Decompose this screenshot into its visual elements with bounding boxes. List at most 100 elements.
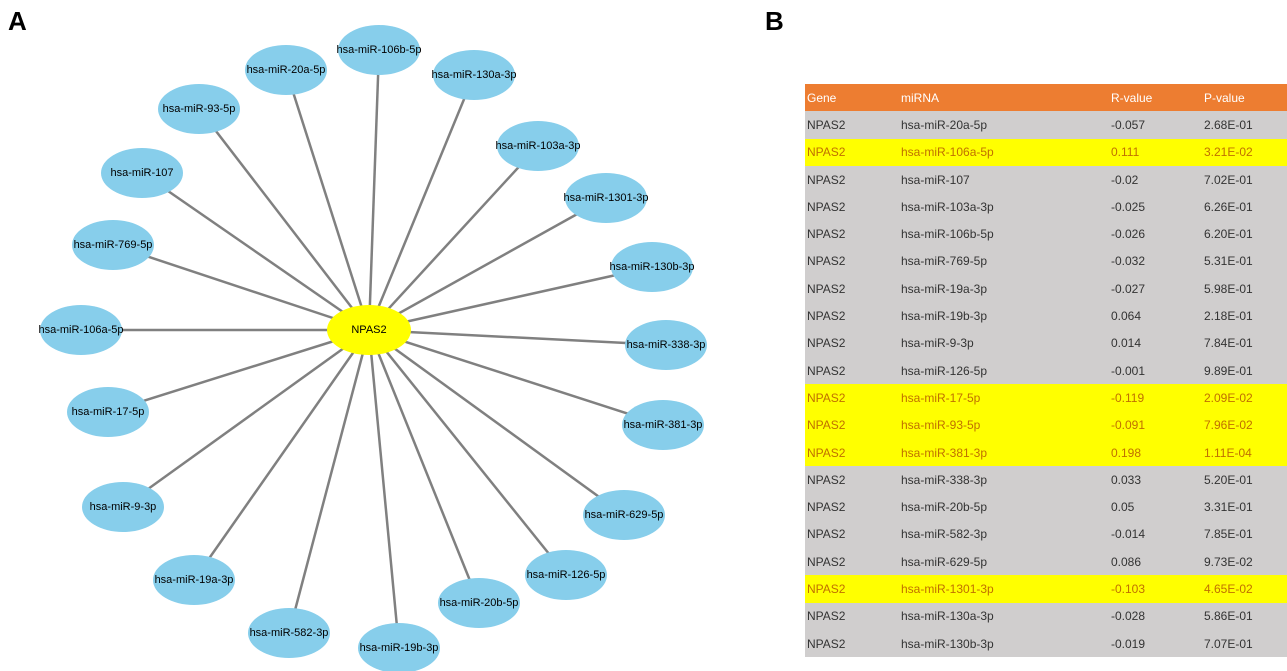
table-row: NPAS2 hsa-miR-9-3p 0.014 7.84E-01 [805, 329, 1287, 357]
mirna-label: hsa-miR-19b-3p [360, 642, 439, 654]
table-cell: NPAS2 [805, 247, 899, 276]
mirna-label: hsa-miR-20a-5p [247, 64, 326, 76]
table-cell: -0.027 [1109, 275, 1202, 303]
table-row: NPAS2 hsa-miR-93-5p -0.091 7.96E-02 [805, 411, 1287, 439]
mirna-label: hsa-miR-107 [111, 167, 174, 179]
table-cell: 5.31E-01 [1202, 247, 1287, 276]
table-cell: hsa-miR-19a-3p [899, 275, 1109, 303]
table-row: NPAS2 hsa-miR-106a-5p 0.111 3.21E-02 [805, 138, 1287, 166]
table-cell: NPAS2 [805, 548, 899, 576]
panel-label: B [765, 6, 784, 36]
edge [367, 49, 381, 331]
table-row: NPAS2 hsa-miR-103a-3p -0.025 6.26E-01 [805, 193, 1287, 221]
mirna-node [67, 387, 149, 437]
table-row: NPAS2 hsa-miR-19a-3p -0.027 5.98E-01 [805, 275, 1287, 303]
mirna-node [625, 320, 707, 370]
table-cell: 4.65E-02 [1202, 575, 1287, 603]
table-cell: -0.057 [1109, 111, 1202, 139]
mirna-node [153, 555, 235, 605]
table-cell: -0.103 [1109, 575, 1202, 603]
edge [107, 328, 370, 414]
edge [192, 329, 371, 581]
table-cell: NPAS2 [805, 384, 899, 412]
table-cell: NPAS2 [805, 602, 899, 630]
table-cell: 7.85E-01 [1202, 520, 1287, 549]
table-row: NPAS2 hsa-miR-629-5p 0.086 9.73E-02 [805, 548, 1287, 576]
table-cell: -0.019 [1109, 629, 1202, 658]
mirna-label: hsa-miR-106b-5p [337, 44, 422, 56]
mirna-node [40, 305, 122, 355]
table-cell: NPAS2 [805, 329, 899, 357]
table-cell: NPAS2 [805, 575, 899, 603]
table-row: NPAS2 hsa-miR-130b-3p -0.019 7.07E-01 [805, 629, 1287, 658]
table-cell: hsa-miR-1301-3p [899, 575, 1109, 603]
mirna-node [82, 482, 164, 532]
gene-node [327, 305, 411, 355]
table-cell: NPAS2 [805, 466, 899, 494]
mirna-label: hsa-miR-582-3p [250, 627, 329, 639]
mirna-label: hsa-miR-17-5p [72, 406, 145, 418]
table-cell: hsa-miR-381-3p [899, 438, 1109, 467]
table-cell: NPAS2 [805, 220, 899, 248]
table-row: NPAS2 hsa-miR-1301-3p -0.103 4.65E-02 [805, 575, 1287, 603]
mirna-label: hsa-miR-126-5p [527, 569, 606, 581]
table-cell: -0.02 [1109, 165, 1202, 194]
table-cell: 1.11E-04 [1202, 438, 1287, 467]
table-cell: hsa-miR-130b-3p [899, 629, 1109, 658]
table-cell: 0.05 [1109, 493, 1202, 521]
mirna-label: hsa-miR-1301-3p [564, 192, 649, 204]
edge [284, 69, 371, 331]
mirna-label: hsa-miR-629-5p [585, 509, 664, 521]
table-cell: NPAS2 [805, 493, 899, 521]
table-cell: 5.86E-01 [1202, 602, 1287, 630]
table-cell: NPAS2 [805, 356, 899, 385]
mirna-label: hsa-miR-20b-5p [440, 597, 519, 609]
table-row: NPAS2 hsa-miR-20a-5p -0.057 2.68E-01 [805, 111, 1287, 139]
edge [367, 329, 401, 649]
edge [112, 243, 370, 332]
table-cell: hsa-miR-126-5p [899, 356, 1109, 385]
table-cell: NPAS2 [805, 111, 899, 139]
table-row: NPAS2 hsa-miR-20b-5p 0.05 3.31E-01 [805, 493, 1287, 521]
mirna-node [101, 148, 183, 198]
table-cell: hsa-miR-338-3p [899, 466, 1109, 494]
table-row: NPAS2 hsa-miR-769-5p -0.032 5.31E-01 [805, 247, 1287, 276]
table-cell: 7.07E-01 [1202, 629, 1287, 658]
table-cell: 5.20E-01 [1202, 466, 1287, 494]
table-cell: 9.89E-01 [1202, 356, 1287, 385]
header-cell: Gene [805, 84, 899, 112]
table-cell: 0.198 [1109, 438, 1202, 467]
mirna-node [248, 608, 330, 658]
table-cell: 2.09E-02 [1202, 384, 1287, 412]
mirna-node [583, 490, 665, 540]
table-cell: NPAS2 [805, 438, 899, 467]
table-cell: hsa-miR-769-5p [899, 247, 1109, 276]
table-cell: -0.025 [1109, 193, 1202, 221]
table-cell: 6.26E-01 [1202, 193, 1287, 221]
edge [367, 329, 481, 604]
mirna-label: hsa-miR-9-3p [90, 501, 157, 513]
mirna-node [338, 25, 420, 75]
mirna-node [438, 578, 520, 628]
table-cell: hsa-miR-106b-5p [899, 220, 1109, 248]
mirna-node [433, 50, 515, 100]
panel-label: A [8, 6, 27, 36]
table-cell: NPAS2 [805, 302, 899, 330]
table-cell: -0.014 [1109, 520, 1202, 549]
table-cell: hsa-miR-19b-3p [899, 302, 1109, 330]
gene-label: NPAS2 [351, 324, 386, 336]
edge [368, 328, 625, 517]
mirna-node [611, 242, 693, 292]
table-cell: hsa-miR-9-3p [899, 329, 1109, 357]
edge [141, 171, 370, 332]
table-cell: 0.086 [1109, 548, 1202, 576]
header-cell: R-value [1109, 84, 1202, 112]
mirna-label: hsa-miR-103a-3p [496, 140, 581, 152]
table-cell: 6.20E-01 [1202, 220, 1287, 248]
edge [368, 145, 539, 331]
table-cell: hsa-miR-93-5p [899, 411, 1109, 439]
mirna-node [525, 550, 607, 600]
table-cell: 0.064 [1109, 302, 1202, 330]
table-cell: 3.21E-02 [1202, 138, 1287, 166]
